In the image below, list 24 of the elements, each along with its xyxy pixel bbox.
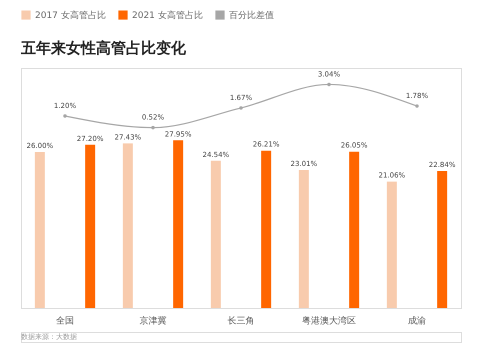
legend-label: 百分比差值 <box>229 10 274 22</box>
bar <box>85 144 96 308</box>
bar <box>210 160 221 308</box>
x-tick-label: 全国 <box>56 316 74 326</box>
x-tick-label: 长三角 <box>228 316 254 326</box>
bar <box>261 150 272 308</box>
bar <box>386 182 397 308</box>
bar <box>173 140 184 308</box>
bar <box>122 143 133 308</box>
legend-label: 2017 女高管占比 <box>35 10 106 22</box>
point <box>327 82 331 86</box>
chart-title: 五年来女性高管占比变化 <box>20 39 187 57</box>
legend-label: 2021 女高管占比 <box>132 10 203 22</box>
x-tick-label: 粤港澳大湾区 <box>302 316 356 326</box>
bar <box>349 152 360 308</box>
bar <box>437 170 448 308</box>
bar <box>298 170 309 308</box>
point <box>415 104 419 108</box>
x-tick-label: 成渝 <box>408 316 426 326</box>
point <box>63 114 67 118</box>
bar <box>34 152 45 308</box>
point <box>151 126 155 130</box>
x-tick-label: 京津冀 <box>140 316 166 326</box>
point <box>239 106 243 110</box>
